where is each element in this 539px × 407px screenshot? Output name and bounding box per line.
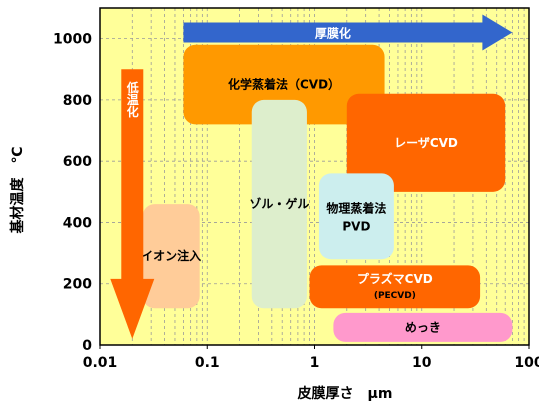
region-plasma-cvd-label: プラズマCVD [357, 271, 433, 286]
region-ion-implant-label: イオン注入 [141, 248, 201, 263]
region-pvd-label: 物理蒸着法 [326, 200, 386, 215]
x-tick-label: 100 [514, 355, 539, 371]
y-tick-label: 800 [63, 93, 92, 109]
y-tick-label: 400 [63, 215, 92, 231]
region-plasma-cvd-area [309, 265, 481, 309]
region-pvd-area [318, 173, 394, 260]
region-sol-gel-label: ゾル・ゲル [249, 196, 309, 211]
thick-film-arrow: 厚膜化 [183, 14, 513, 51]
low-temp-arrow-label: 低温化 [125, 80, 139, 118]
region-plating-label: めっき [405, 320, 441, 334]
region-ion-implant-area [142, 204, 200, 309]
region-laser-cvd-area [346, 93, 506, 192]
thick-film-arrow-shape [183, 14, 513, 51]
y-ticks: 0 200 400 600 800 1000 [53, 32, 92, 354]
region-ion-implant: イオン注入 [141, 204, 201, 309]
x-ticks: 0.01 0.1 1 10 100 [83, 345, 539, 371]
region-cvd: 化学蒸着法（CVD） [183, 44, 385, 125]
x-tick-label: 1 [310, 355, 320, 371]
region-laser-cvd-label: レーザCVD [394, 136, 458, 150]
y-axis-label: 基材温度 ℃ [9, 146, 26, 233]
region-cvd-area [183, 44, 385, 125]
low-temp-arrow-shape [110, 69, 155, 339]
region-laser-cvd: レーザCVD [346, 93, 506, 192]
x-axis-label: 皮膜厚さ μm [297, 385, 393, 402]
region-plating-area [333, 312, 513, 342]
region-plasma-cvd-sublabel: (PECVD) [374, 291, 416, 301]
y-tick-label: 1000 [53, 32, 92, 48]
region-plasma-cvd: プラズマCVD (PECVD) [309, 265, 481, 309]
y-tick-label: 0 [82, 338, 92, 354]
thick-film-arrow-label: 厚膜化 [315, 26, 351, 41]
region-sol-gel: ゾル・ゲル [249, 99, 309, 309]
x-tick-label: 0.1 [195, 355, 220, 371]
y-tick-label: 200 [63, 277, 92, 293]
region-pvd: 物理蒸着法 PVD [318, 173, 394, 260]
regions: 化学蒸着法（CVD） レーザCVD ゾル・ゲル 物理蒸着法 PVD イオン注入プラズマCV… [141, 44, 513, 342]
x-tick-label: 0.01 [83, 355, 118, 371]
region-pvd-sublabel: PVD [342, 219, 370, 233]
low-temp-arrow: 低温化 [110, 69, 155, 339]
y-tick-label: 600 [63, 154, 92, 170]
x-tick-label: 10 [412, 355, 432, 371]
region-plating: めっき [333, 312, 513, 342]
region-cvd-label: 化学蒸着法（CVD） [228, 77, 340, 92]
region-sol-gel-area [251, 99, 307, 309]
